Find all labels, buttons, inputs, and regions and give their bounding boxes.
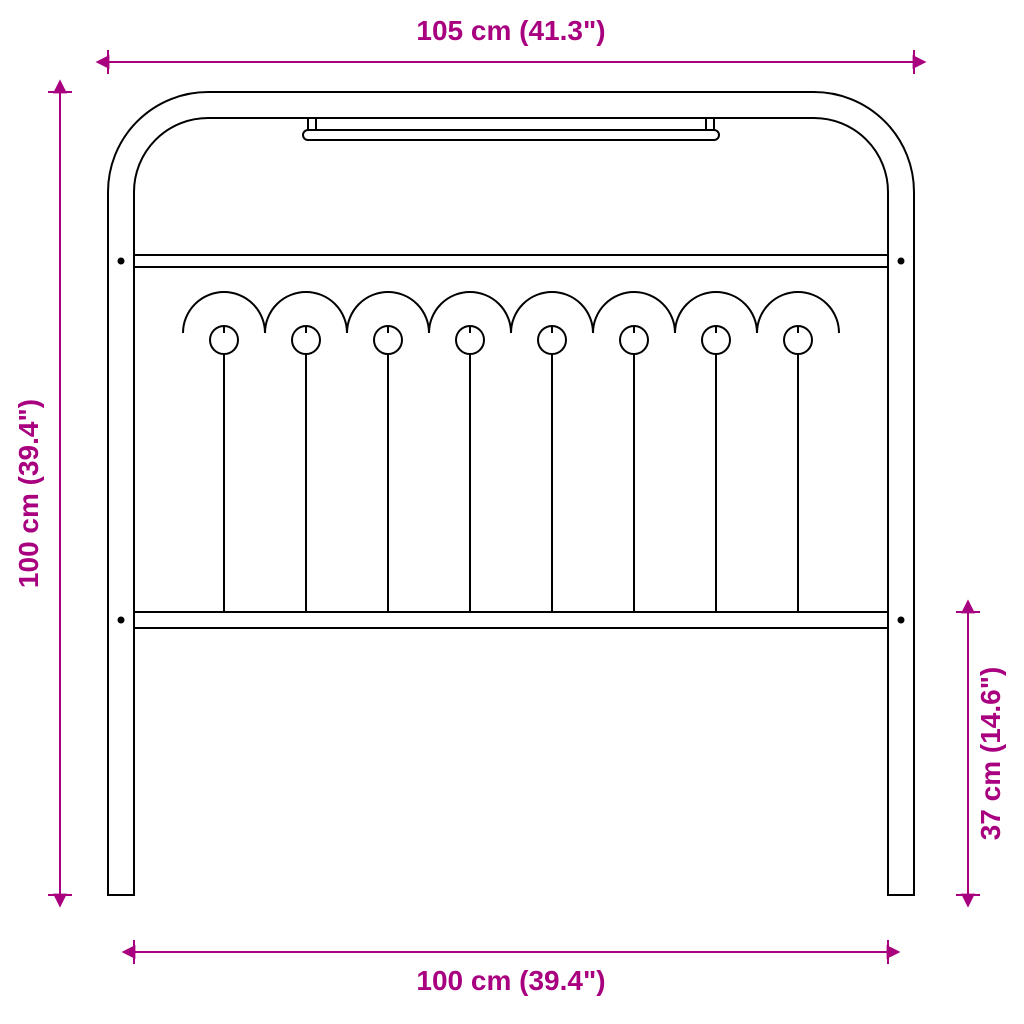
screw-dot (118, 258, 125, 265)
lower-rail (134, 612, 888, 628)
screw-dot (898, 617, 905, 624)
dim-right-height: 37 cm (14.6") (975, 667, 1006, 841)
dim-top-width: 105 cm (41.3") (416, 15, 605, 46)
dimension-diagram: 105 cm (41.3") 100 cm (39.4") 100 cm (39.4… (0, 0, 1024, 1024)
dim-left-height: 100 cm (39.4") (13, 399, 44, 588)
dim-bottom-width: 100 cm (39.4") (416, 965, 605, 996)
screw-dot (118, 617, 125, 624)
headboard-frame (108, 92, 914, 895)
upper-rail (134, 255, 888, 267)
screw-dot (898, 258, 905, 265)
arch-scallop (183, 292, 839, 333)
